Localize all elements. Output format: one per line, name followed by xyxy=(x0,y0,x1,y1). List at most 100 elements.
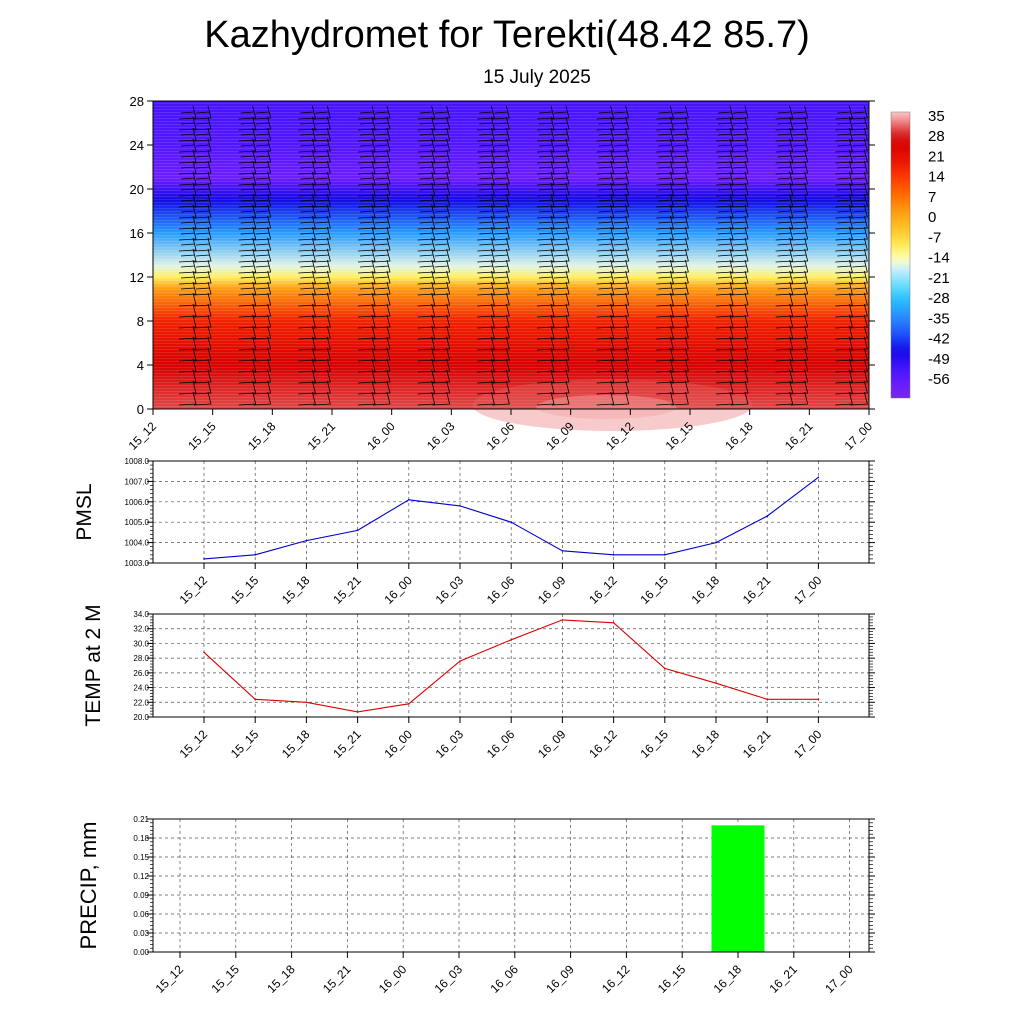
wind-barb xyxy=(656,215,674,230)
wind-barb xyxy=(536,116,555,131)
wind-barb xyxy=(611,336,630,351)
wind-barb xyxy=(596,314,615,329)
wind-barb xyxy=(298,303,316,318)
wind-barb xyxy=(715,193,734,208)
wind-barb xyxy=(551,369,570,384)
wind-barb xyxy=(596,259,615,274)
wind-barb xyxy=(790,127,809,142)
wind-barb xyxy=(730,204,749,219)
wind-barb xyxy=(536,303,555,318)
wind-barb xyxy=(551,226,570,241)
wind-barb xyxy=(432,215,451,230)
wind-barb xyxy=(372,138,391,153)
wind-barb xyxy=(432,259,451,274)
precip-xtick-label: 15_12 xyxy=(153,962,187,996)
precip-ytick-label: 0.21 xyxy=(133,815,149,824)
wind-barb xyxy=(432,303,451,318)
wind-barb xyxy=(656,259,674,274)
wind-barb xyxy=(253,347,272,362)
wind-barb xyxy=(178,248,197,263)
wind-barb xyxy=(715,116,734,131)
wind-barb xyxy=(790,171,809,186)
wind-barb xyxy=(715,204,734,219)
wind-barb xyxy=(551,325,570,340)
wind-barb xyxy=(850,369,868,384)
wind-barb xyxy=(298,259,316,274)
pmsl-xtick-label: 16_00 xyxy=(381,573,415,607)
wind-barb xyxy=(596,369,615,384)
wind-barb xyxy=(492,347,510,362)
wind-barb xyxy=(193,325,212,340)
wind-barb xyxy=(477,347,495,362)
wind-barb xyxy=(551,160,570,175)
wind-barb xyxy=(730,149,749,164)
temp-point xyxy=(561,619,564,621)
wind-barb xyxy=(671,270,689,285)
wind-barb xyxy=(536,160,555,175)
wind-barb xyxy=(477,270,495,285)
pmsl-xtick-label: 15_18 xyxy=(279,573,313,607)
section-xtick-label: 15_18 xyxy=(245,419,279,453)
wind-barb xyxy=(730,226,749,241)
wind-barb xyxy=(313,116,331,131)
wind-barb xyxy=(432,314,451,329)
wind-barb xyxy=(193,160,212,175)
pmsl-panel: 1003.0 1004.0 1005.0 1006.0 1007.0 1008.0 15_1… xyxy=(73,457,875,607)
wind-barb xyxy=(193,215,212,230)
wind-barb xyxy=(596,248,615,263)
wind-barb xyxy=(193,303,212,318)
wind-barb xyxy=(551,204,570,219)
wind-barb xyxy=(850,171,868,186)
wind-barb xyxy=(671,160,689,175)
wind-barb xyxy=(850,182,868,197)
wind-barb xyxy=(372,380,391,395)
wind-barb xyxy=(596,138,615,153)
wind-barb xyxy=(730,314,749,329)
pmsl-point xyxy=(356,529,359,532)
wind-barb xyxy=(178,171,197,186)
wind-barb xyxy=(238,314,257,329)
wind-barb xyxy=(835,127,853,142)
wind-barb xyxy=(238,127,257,142)
wind-barb xyxy=(178,391,197,406)
wind-barb xyxy=(790,116,809,131)
wind-barb xyxy=(417,380,436,395)
pmsl-xtick-label: 16_06 xyxy=(484,573,518,607)
wind-barb xyxy=(611,248,630,263)
colorbar-label: -21 xyxy=(928,270,950,287)
wind-barb xyxy=(372,204,391,219)
wind-barb xyxy=(835,336,853,351)
wind-barb xyxy=(477,215,495,230)
wind-barb xyxy=(298,281,316,296)
wind-barb xyxy=(178,237,197,252)
wind-barb xyxy=(790,160,809,175)
wind-barb xyxy=(775,380,794,395)
wind-barb xyxy=(536,105,555,120)
wind-barb xyxy=(730,336,749,351)
wind-barb xyxy=(775,281,794,296)
pmsl-xtick-label: 16_09 xyxy=(535,573,569,607)
wind-barb xyxy=(178,292,197,307)
wind-barb xyxy=(417,347,436,362)
wind-barb xyxy=(193,138,212,153)
wind-barb xyxy=(715,171,734,186)
wind-barb xyxy=(671,193,689,208)
wind-barb xyxy=(238,380,257,395)
wind-barb xyxy=(671,369,689,384)
colorbar-label: -56 xyxy=(928,371,950,388)
wind-barb xyxy=(298,160,316,175)
wind-barb xyxy=(372,116,391,131)
wind-barb xyxy=(850,325,868,340)
wind-barb xyxy=(477,391,495,406)
wind-barb xyxy=(715,325,734,340)
wind-barb xyxy=(313,127,331,142)
precip-xtick-label: 17_00 xyxy=(822,962,856,996)
wind-barb xyxy=(238,347,257,362)
wind-barb xyxy=(492,105,510,120)
wind-barb xyxy=(715,380,734,395)
wind-barb xyxy=(551,215,570,230)
wind-barb xyxy=(850,259,868,274)
wind-barb xyxy=(656,182,674,197)
wind-barb xyxy=(313,237,331,252)
wind-barb xyxy=(253,325,272,340)
